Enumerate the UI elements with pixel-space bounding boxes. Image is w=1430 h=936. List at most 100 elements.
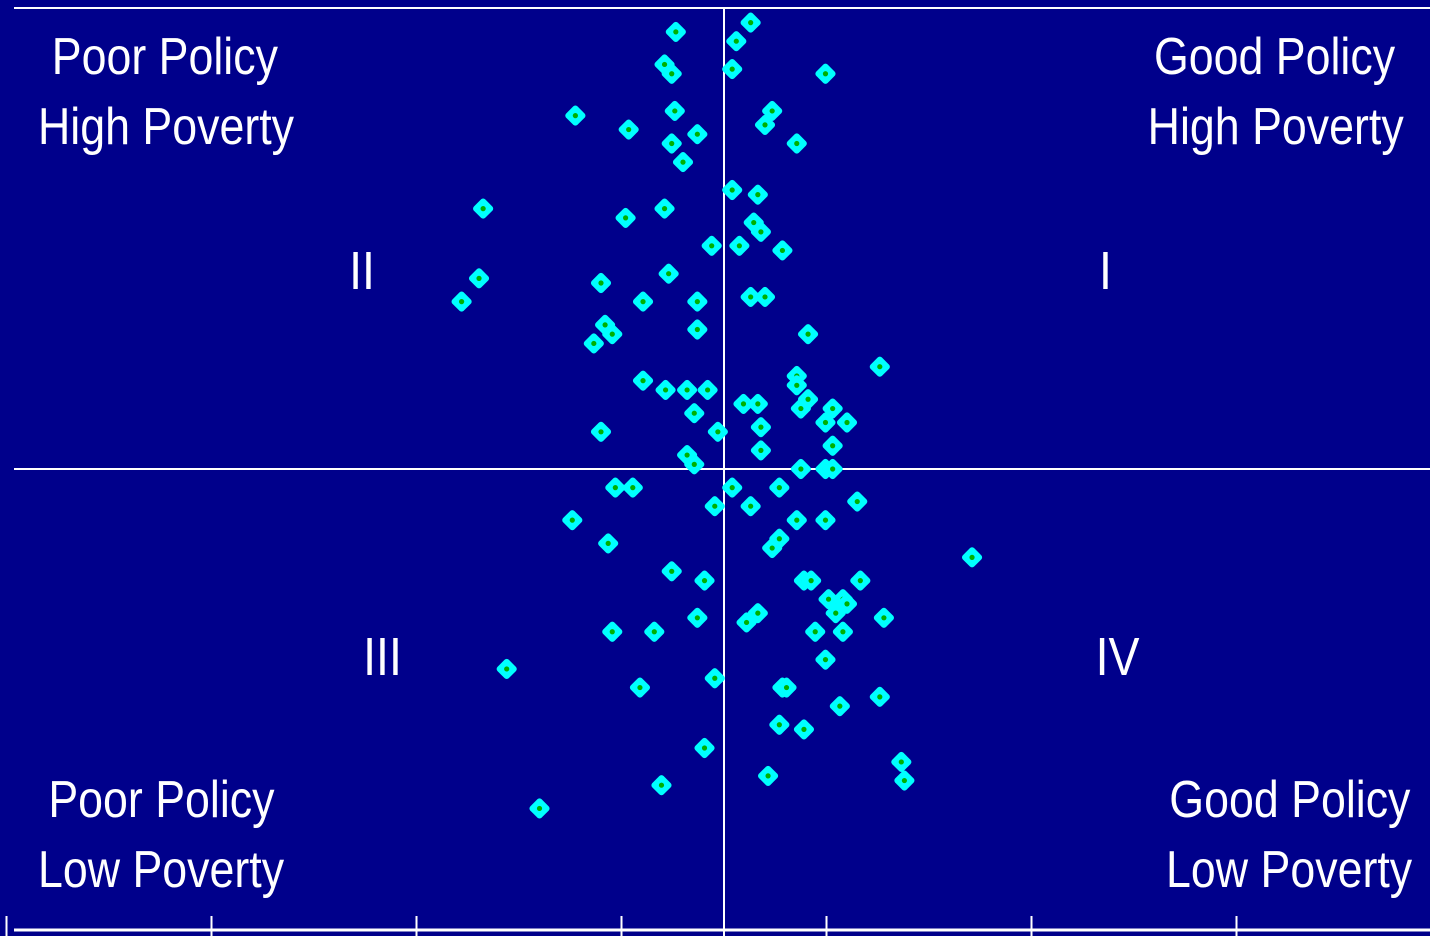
data-point-center [669, 140, 675, 147]
data-point [684, 454, 705, 475]
quadrant-label-bottom-right-line1: Good Policy [1169, 771, 1411, 829]
data-point-center [661, 206, 668, 212]
data-point-center [830, 405, 836, 412]
data-point-center [844, 601, 850, 607]
data-point [801, 570, 822, 591]
data-point-center [969, 554, 975, 560]
data-point-center [476, 275, 482, 281]
quadrant-label-top-left-line1: Poor Policy [51, 28, 278, 86]
data-point-center [701, 745, 708, 751]
data-point-center [794, 517, 800, 523]
data-point-center [758, 424, 764, 430]
data-point-center [743, 619, 750, 626]
data-point [729, 235, 750, 256]
data-point-center [504, 666, 510, 672]
data-point [622, 477, 643, 498]
data-point [496, 658, 517, 680]
data-point-center [630, 485, 636, 491]
data-point-center [805, 331, 811, 337]
data-point-center [798, 405, 804, 412]
data-point-center [901, 777, 908, 784]
data-point-center [748, 20, 754, 26]
data-point-center [729, 187, 735, 193]
data-point [672, 152, 694, 173]
data-point-center [709, 243, 715, 249]
data-point [694, 570, 715, 591]
data-point [772, 240, 793, 261]
data-point-center [672, 108, 678, 114]
data-point-center [776, 485, 782, 491]
data-point-center [822, 419, 829, 426]
data-point-center [694, 615, 700, 621]
data-point-center [877, 364, 883, 370]
data-point-center [669, 71, 675, 77]
data-point-center [536, 805, 543, 812]
data-point-center [637, 684, 643, 691]
quadrant-numeral-ii: II [349, 241, 375, 301]
data-point-center [755, 192, 761, 198]
data-point [677, 379, 698, 401]
data-point-center [691, 410, 697, 416]
data-point [850, 570, 871, 591]
data-point-center [825, 596, 832, 602]
data-point [704, 496, 725, 517]
quadrant-label-bottom-right: Good Policy Low Poverty [1166, 765, 1412, 905]
data-point [529, 798, 550, 819]
data-point [468, 268, 490, 289]
data-point-center [805, 396, 811, 402]
data-point-center [569, 517, 575, 523]
data-point [825, 603, 846, 624]
quadrant-label-top-right-line1: Good Policy [1154, 28, 1396, 86]
data-point [687, 607, 708, 628]
data-point [562, 510, 583, 531]
data-point [786, 133, 807, 154]
data-point [786, 375, 807, 396]
data-point [869, 686, 890, 707]
data-point [644, 621, 665, 642]
data-point [701, 235, 722, 256]
data-point [687, 124, 708, 145]
data-point-center [591, 340, 597, 347]
data-point-center [712, 675, 718, 681]
quadrant-label-bottom-left-line2: Low Poverty [38, 841, 285, 899]
quadrant-numeral-i: I [1099, 241, 1112, 301]
data-point [740, 12, 761, 33]
quadrant-label-top-left: Poor Policy High Poverty [38, 22, 294, 162]
data-point [797, 324, 819, 345]
data-point-center [729, 66, 735, 72]
data-point-center [748, 294, 754, 300]
data-point-center [830, 443, 836, 449]
data-point-center [662, 387, 669, 393]
data-point-center [776, 722, 782, 728]
data-point-center [459, 299, 465, 305]
data-point-center [740, 401, 747, 407]
data-point [736, 612, 757, 633]
data-point-center [694, 326, 700, 333]
data-point-center [808, 578, 814, 584]
data-point [815, 510, 836, 531]
data-point [740, 496, 761, 517]
data-point [747, 393, 768, 414]
data-point [790, 398, 811, 419]
data-point-center [751, 219, 757, 226]
data-point [661, 63, 682, 84]
data-point [750, 440, 771, 461]
data-point [762, 537, 783, 559]
data-point-center [684, 387, 690, 393]
data-point [822, 458, 843, 480]
data-point-center [779, 247, 786, 254]
data-point-center [612, 485, 618, 491]
data-point-center [854, 498, 860, 505]
data-point-center [881, 615, 887, 621]
data-point-center [822, 517, 829, 523]
data-point [651, 775, 672, 796]
data-point [661, 561, 682, 582]
data-point [758, 765, 779, 786]
data-point [790, 458, 811, 480]
data-point-center [758, 447, 764, 453]
data-point [632, 370, 654, 391]
data-point-center [798, 466, 804, 472]
data-point [815, 649, 836, 670]
data-point-center [794, 140, 800, 147]
data-point [891, 751, 912, 773]
